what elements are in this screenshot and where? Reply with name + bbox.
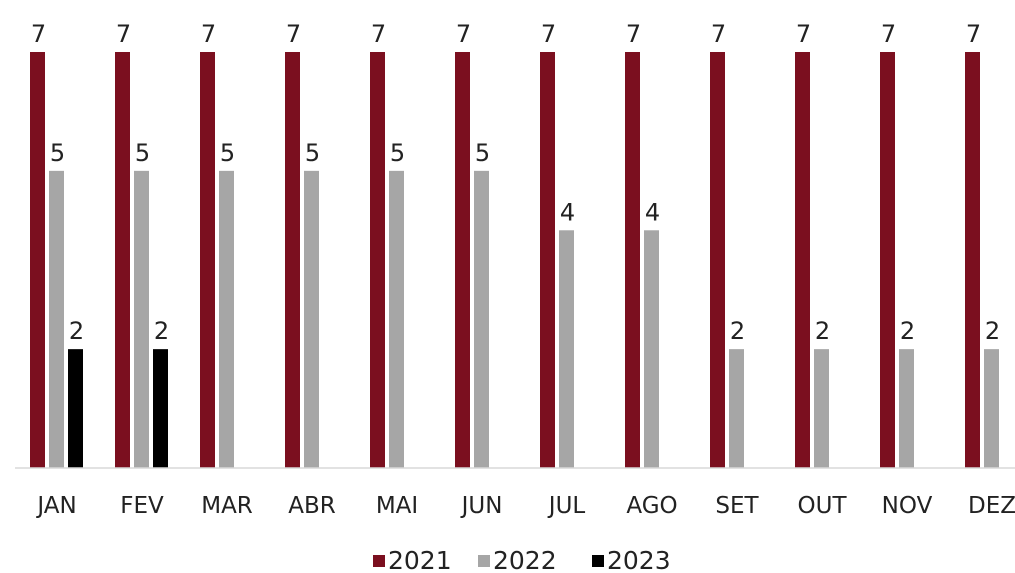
category-label-jul: JUL [547, 493, 586, 519]
value-label-2022-jun: 5 [475, 139, 490, 167]
value-label-2021-jun: 7 [456, 20, 471, 48]
value-label-2021-out: 7 [796, 20, 811, 48]
bar-2022-out [814, 349, 829, 468]
legend-label-2023: 2023 [607, 546, 671, 573]
bar-2022-fev [134, 170, 149, 468]
value-label-2021-dez: 7 [966, 20, 981, 48]
bar-2021-mai [370, 52, 385, 468]
value-label-2023-jan: 2 [69, 317, 84, 345]
category-label-nov: NOV [882, 493, 933, 519]
bars-group [30, 52, 999, 468]
value-label-2022-mar: 5 [220, 139, 235, 167]
bar-2022-mai [389, 170, 404, 468]
value-label-2021-fev: 7 [116, 20, 131, 48]
bar-2022-set [729, 349, 744, 468]
value-label-2022-set: 2 [730, 317, 745, 345]
value-label-2022-out: 2 [815, 317, 830, 345]
value-label-2022-dez: 2 [985, 317, 1000, 345]
bar-2022-mar [219, 170, 234, 468]
value-labels-group: 7 5 2 7 5 2 7 5 7 5 7 5 7 5 7 4 7 4 7 2 7 2 7 2 7 2 [31, 20, 1000, 345]
bar-2021-mar [200, 52, 215, 468]
category-label-abr: ABR [288, 493, 336, 519]
value-label-2021-abr: 7 [286, 20, 301, 48]
category-label-jan: JAN [35, 493, 76, 519]
bar-2021-jan [30, 52, 45, 468]
value-label-2022-abr: 5 [305, 139, 320, 167]
bar-2021-jun [455, 52, 470, 468]
bar-2022-ago [644, 230, 659, 468]
bar-2022-jul [559, 230, 574, 468]
legend-label-2022: 2022 [493, 546, 557, 573]
value-label-2021-set: 7 [711, 20, 726, 48]
value-label-2021-mai: 7 [371, 20, 386, 48]
value-label-2021-ago: 7 [626, 20, 641, 48]
value-label-2022-jul: 4 [560, 198, 575, 226]
category-label-out: OUT [798, 493, 848, 519]
bar-2021-ago [625, 52, 640, 468]
category-label-jun: JUN [460, 493, 503, 519]
legend-label-2021: 2021 [388, 546, 452, 573]
bar-2023-jan [68, 349, 83, 468]
bar-2021-dez [965, 52, 980, 468]
bar-2022-nov [899, 349, 914, 468]
value-label-2021-jan: 7 [31, 20, 46, 48]
value-label-2022-jan: 5 [50, 139, 65, 167]
value-label-2022-ago: 4 [645, 198, 660, 226]
bar-2023-fev [153, 349, 168, 468]
category-labels-group: JAN FEV MAR ABR MAI JUN JUL AGO SET OUT NOV DEZ [35, 493, 1015, 519]
value-label-2021-jul: 7 [541, 20, 556, 48]
bar-2021-jul [540, 52, 555, 468]
bar-2021-set [710, 52, 725, 468]
category-label-mai: MAI [376, 493, 418, 519]
legend-swatch-2022 [478, 555, 490, 567]
category-label-set: SET [715, 493, 759, 519]
value-label-2021-nov: 7 [881, 20, 896, 48]
category-label-dez: DEZ [968, 493, 1015, 519]
bar-2022-jun [474, 170, 489, 468]
value-label-2022-nov: 2 [900, 317, 915, 345]
bar-2022-jan [49, 170, 64, 468]
bar-2022-abr [304, 170, 319, 468]
bar-2021-fev [115, 52, 130, 468]
category-label-ago: AGO [626, 493, 677, 519]
bar-2021-nov [880, 52, 895, 468]
bar-2022-dez [984, 349, 999, 468]
legend: 2021 2022 2023 [373, 546, 671, 573]
value-label-2023-fev: 2 [154, 317, 169, 345]
category-label-mar: MAR [201, 493, 253, 519]
bar-2021-out [795, 52, 810, 468]
category-label-fev: FEV [120, 493, 164, 519]
value-label-2021-mar: 7 [201, 20, 216, 48]
bar-2021-abr [285, 52, 300, 468]
value-label-2022-mai: 5 [390, 139, 405, 167]
legend-swatch-2021 [373, 555, 385, 567]
legend-swatch-2023 [592, 555, 604, 567]
value-label-2022-fev: 5 [135, 139, 150, 167]
